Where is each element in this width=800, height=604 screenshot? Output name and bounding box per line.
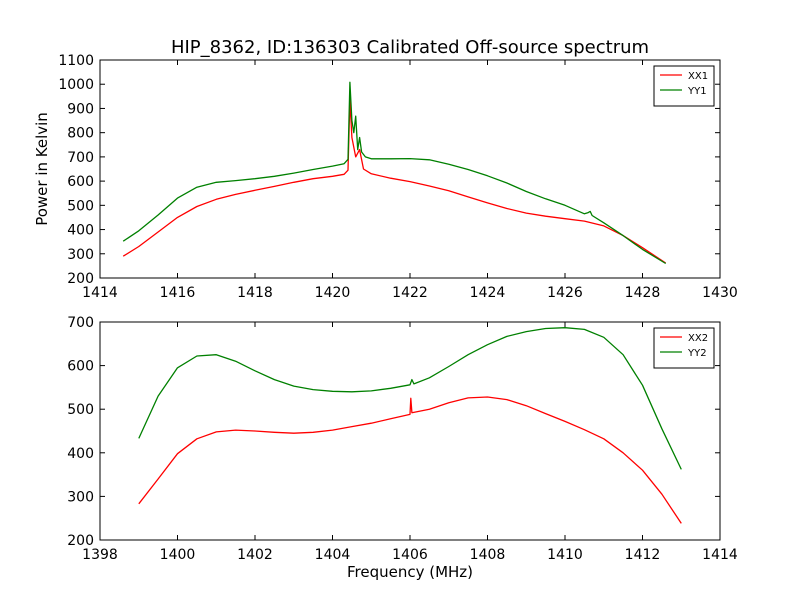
y-tick-label: 900: [67, 101, 94, 117]
y-tick-label: 400: [67, 223, 94, 239]
bottom-plot: 1398 1400 1402 1404 1406 1408 1410 1412 1414 200 3…: [67, 315, 738, 563]
legend-label-xx1: XX1: [688, 71, 708, 82]
x-tick-label: 1398: [82, 547, 118, 563]
y-tick-label: 400: [67, 446, 94, 462]
y-tick-label: 1000: [58, 77, 94, 93]
x-tick-label: 1420: [315, 285, 351, 301]
legend-box: [653, 327, 715, 369]
x-tick-label: 1400: [160, 547, 196, 563]
y-tick-label: 700: [67, 315, 94, 331]
y-tick-label: 300: [67, 489, 94, 505]
y-tick-label: 300: [67, 247, 94, 263]
y-tick-label: 700: [67, 150, 94, 166]
series-line-yy1: [122, 81, 667, 265]
x-tick-label: 1410: [547, 547, 583, 563]
x-tick-label: 1428: [625, 285, 661, 301]
series-line-xx1: [122, 99, 667, 264]
y-tick-label: 500: [67, 198, 94, 214]
x-tick-label: 1426: [547, 285, 583, 301]
x-tick-label: 1406: [392, 547, 428, 563]
series-line-xx2: [138, 396, 682, 524]
top-plot: 1414 1416 1418 1420 1422 1424 1426 1428 1430 200 3…: [58, 53, 737, 301]
x-tick-label: 1416: [160, 285, 196, 301]
x-tick-label: 1404: [315, 547, 351, 563]
x-tick-label: 1418: [237, 285, 273, 301]
series-line-yy2: [138, 327, 682, 470]
x-axis-title-bottom: Frequency (MHz): [347, 563, 473, 581]
y-tick-label: 200: [67, 533, 94, 549]
x-tick-label: 1422: [392, 285, 428, 301]
x-tick-label: 1408: [470, 547, 506, 563]
x-tick-label: 1402: [237, 547, 273, 563]
y-tick-label: 600: [67, 359, 94, 375]
x-tick-label: 1414: [702, 547, 738, 563]
y-tick-label: 1100: [58, 53, 94, 69]
legend-label-xx2: XX2: [688, 333, 708, 344]
legend-box: [653, 65, 715, 107]
y-tick-label: 500: [67, 402, 94, 418]
x-tick-label: 1424: [470, 285, 506, 301]
x-tick-label: 1430: [702, 285, 738, 301]
y-axis-title-top: Power in Kelvin: [33, 112, 51, 226]
y-tick-label: 200: [67, 271, 94, 287]
x-tick-label: 1412: [625, 547, 661, 563]
legend-label-yy1: YY1: [687, 86, 707, 97]
chart-title: HIP_8362, ID:136303 Calibrated Off-sourc…: [171, 37, 649, 58]
y-tick-label: 600: [67, 174, 94, 190]
legend-label-yy2: YY2: [687, 348, 707, 359]
y-tick-label: 800: [67, 126, 94, 142]
x-tick-label: 1414: [82, 285, 118, 301]
